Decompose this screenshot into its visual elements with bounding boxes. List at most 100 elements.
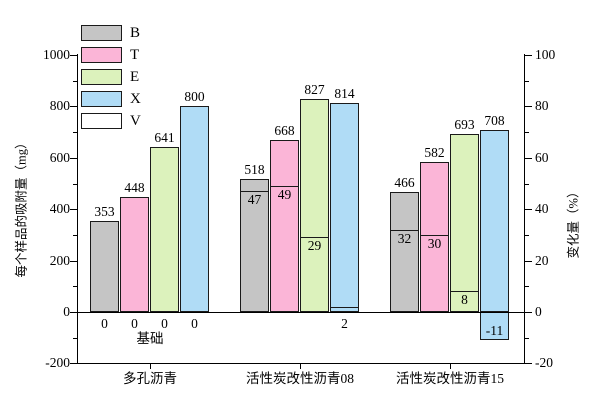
- bar: [480, 130, 509, 312]
- left-axis-minor-tick: [73, 183, 77, 185]
- change-value-label: 47: [247, 192, 262, 208]
- category-tick: [150, 364, 151, 369]
- right-axis-tick-label: 0: [535, 304, 542, 319]
- right-axis-major-tick: [525, 209, 532, 211]
- bottom-axis-spine: [77, 363, 525, 364]
- legend-swatch: [81, 69, 122, 85]
- bar: [450, 133, 479, 312]
- change-value-label: 0: [131, 316, 138, 331]
- right-axis-tick-label: -20: [535, 355, 553, 371]
- change-hatch-bar: [330, 306, 359, 312]
- bar: [120, 196, 149, 312]
- legend-label: X: [130, 91, 141, 107]
- left-axis-tick-label: 200: [49, 252, 70, 268]
- left-axis-major-tick: [70, 157, 77, 159]
- left-axis-tick-label: 800: [49, 98, 70, 114]
- right-axis-minor-tick: [525, 337, 529, 339]
- left-axis-major-tick: [70, 55, 77, 56]
- legend-swatch: [81, 113, 122, 129]
- bar-value-label: 800: [184, 89, 205, 105]
- bar-value-label: 518: [244, 161, 265, 177]
- left-axis-spine: [77, 54, 78, 364]
- bar: [330, 102, 359, 312]
- change-value-label: 0: [101, 316, 108, 331]
- right-axis-minor-tick: [525, 234, 529, 236]
- bar-value-label: 827: [304, 82, 325, 98]
- category-label: 多孔沥青: [123, 371, 177, 386]
- right-axis-title: 变化量（%）: [566, 185, 581, 259]
- bar: [180, 106, 209, 312]
- right-axis-major-tick: [525, 55, 532, 56]
- category-tick: [450, 364, 451, 369]
- change-value-label: 30: [427, 235, 442, 251]
- change-hatch-bar: [300, 237, 329, 312]
- change-value-label: 32: [397, 230, 412, 246]
- legend-swatch: [81, 25, 122, 41]
- left-axis-tick-label: 0: [63, 304, 70, 319]
- bar: [90, 221, 119, 312]
- left-axis-major-tick: [70, 363, 77, 365]
- right-axis-major-tick: [525, 157, 532, 159]
- left-axis-minor-tick: [73, 286, 77, 288]
- right-axis-minor-tick: [525, 286, 529, 288]
- change-hatch-bar: [450, 291, 479, 312]
- legend-label: B: [130, 25, 141, 41]
- bar-value-label: 353: [94, 204, 115, 220]
- zero-baseline: [77, 312, 525, 313]
- right-axis-minor-tick: [525, 183, 529, 185]
- change-value-label: -11: [485, 323, 504, 339]
- bar-value-label: 668: [274, 123, 295, 139]
- right-axis-spine: [524, 54, 525, 364]
- left-axis-minor-tick: [73, 80, 77, 82]
- left-axis-tick-label: 1000: [43, 47, 70, 62]
- bar-value-label: 582: [424, 145, 445, 161]
- legend-swatch: [81, 47, 122, 63]
- left-axis-minor-tick: [73, 234, 77, 236]
- bar-value-label: 693: [454, 116, 475, 132]
- legend-label: T: [130, 47, 140, 63]
- left-axis-major-tick: [70, 260, 77, 262]
- change-hatch-bar: [240, 191, 269, 312]
- change-value-label: 2: [341, 316, 348, 331]
- left-axis-tick-label: 400: [49, 201, 70, 217]
- right-axis-major-tick: [525, 106, 532, 108]
- change-value-label: 29: [307, 238, 322, 254]
- legend-label: V: [130, 113, 141, 129]
- baseline-note: 基础: [136, 331, 164, 346]
- bar-value-label: 466: [394, 175, 415, 191]
- change-value-label: 49: [277, 187, 292, 203]
- legend-label: E: [130, 69, 140, 85]
- bar-value-label: 814: [334, 85, 355, 101]
- left-axis-minor-tick: [73, 132, 77, 134]
- left-axis-tick-label: -200: [45, 355, 70, 371]
- category-tick: [300, 364, 301, 369]
- change-value-label: 0: [161, 316, 168, 331]
- change-hatch-bar: [480, 312, 509, 341]
- right-axis-major-tick: [525, 312, 532, 313]
- left-axis-major-tick: [70, 209, 77, 211]
- change-hatch-bar: [270, 186, 299, 312]
- bar-value-label: 708: [484, 113, 505, 129]
- category-label: 活性炭改性沥青15: [396, 371, 504, 386]
- change-hatch-bar: [390, 229, 419, 312]
- right-axis-tick-label: 80: [535, 98, 549, 114]
- change-value-label: 8: [461, 292, 468, 308]
- left-axis-minor-tick: [73, 337, 77, 339]
- right-axis-minor-tick: [525, 132, 529, 134]
- bar-value-label: 641: [154, 130, 175, 146]
- left-axis-major-tick: [70, 312, 77, 313]
- right-axis-minor-tick: [525, 80, 529, 82]
- bar: [150, 147, 179, 312]
- bar-value-label: 448: [124, 179, 145, 195]
- change-hatch-bar: [420, 234, 449, 312]
- left-axis-major-tick: [70, 106, 77, 108]
- right-axis-tick-label: 100: [535, 47, 556, 62]
- right-axis-tick-label: 40: [535, 201, 549, 217]
- legend-swatch: [81, 91, 122, 107]
- right-axis-tick-label: 20: [535, 252, 549, 268]
- right-axis-tick-label: 60: [535, 149, 549, 165]
- category-label: 活性炭改性沥青08: [246, 371, 354, 386]
- left-axis-tick-label: 600: [49, 149, 70, 165]
- right-axis-major-tick: [525, 363, 532, 365]
